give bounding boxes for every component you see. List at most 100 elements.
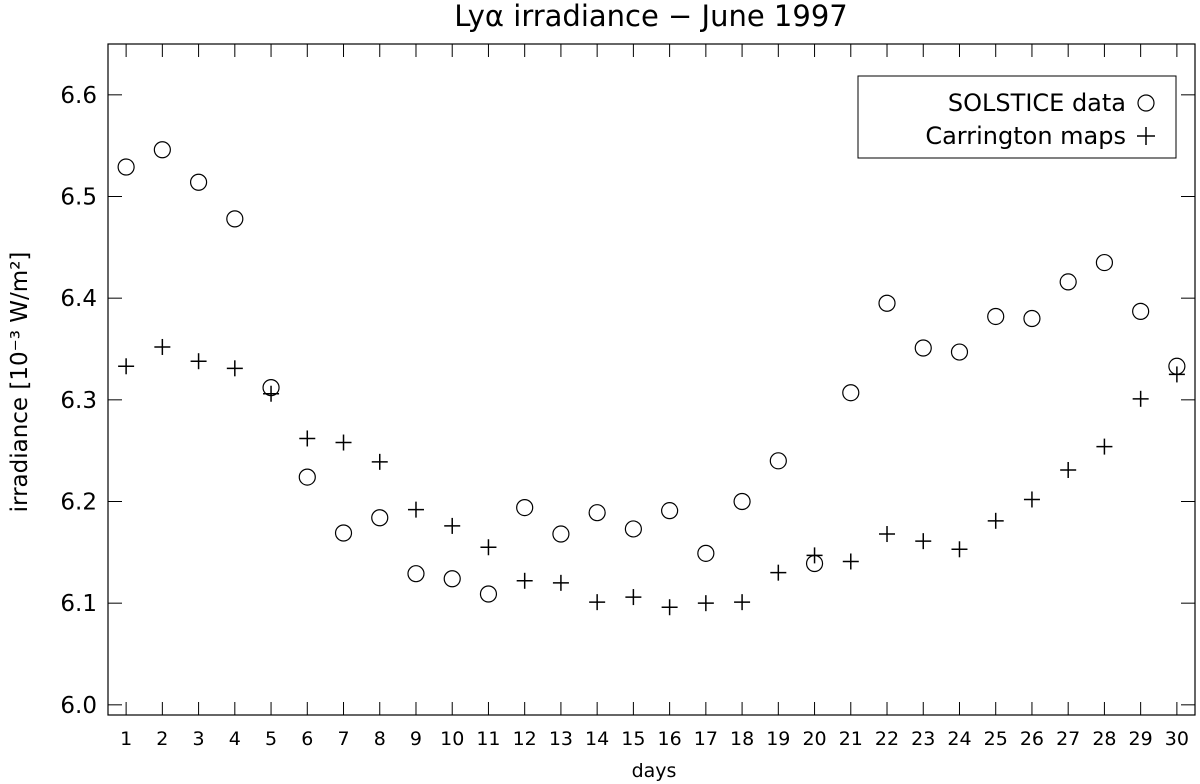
- x-tick-label: 29: [1129, 728, 1153, 750]
- data-point-plus: [1132, 390, 1149, 407]
- x-tick-label: 15: [621, 728, 645, 750]
- data-point-circle: [443, 570, 461, 588]
- x-tick-label: 28: [1092, 728, 1116, 750]
- y-axis-ticks: 6.0 6.1 6.2 6.3 6.4 6.5 6.6: [60, 83, 1195, 719]
- data-point-circle: [987, 307, 1005, 326]
- x-tick-label: 9: [410, 728, 422, 750]
- data-point-plus: [806, 547, 823, 564]
- data-point-circle: [117, 158, 135, 176]
- data-point-plus: [118, 358, 135, 375]
- legend-marker-plus: [1137, 127, 1155, 145]
- data-point-plus: [371, 453, 388, 470]
- data-point-plus: [444, 517, 461, 534]
- data-point-circle: [769, 452, 787, 470]
- series-solstice: [117, 141, 1186, 603]
- x-tick-label: 30: [1165, 728, 1189, 750]
- y-tick-label: 6.4: [60, 286, 97, 312]
- x-tick-label: 18: [730, 728, 754, 750]
- data-point-circle: [1132, 302, 1150, 320]
- data-point-plus: [697, 595, 714, 612]
- data-point-circle: [298, 468, 316, 486]
- data-point-plus: [915, 533, 932, 550]
- data-point-circle: [842, 384, 860, 402]
- x-tick-label: 27: [1056, 728, 1080, 750]
- data-point-circle: [516, 499, 534, 517]
- y-tick-label: 6.0: [60, 693, 97, 719]
- data-point-plus: [263, 385, 280, 402]
- x-tick-label: 17: [694, 728, 718, 750]
- data-point-plus: [951, 541, 968, 558]
- data-point-circle: [1095, 253, 1114, 272]
- data-point-circle: [334, 524, 353, 542]
- x-tick-label: 20: [802, 728, 826, 750]
- data-point-circle: [878, 294, 896, 312]
- data-point-plus: [552, 574, 569, 591]
- data-point-plus: [226, 360, 243, 377]
- data-point-plus: [154, 338, 171, 355]
- data-point-plus: [625, 589, 642, 606]
- data-point-plus: [842, 553, 859, 570]
- x-tick-label: 2: [156, 728, 168, 750]
- x-tick-label: 21: [839, 728, 863, 750]
- data-series: [117, 141, 1186, 616]
- chart-title: Lyα irradiance − June 1997: [454, 0, 847, 33]
- data-point-plus: [770, 564, 787, 581]
- x-tick-label: 8: [374, 728, 386, 750]
- data-point-plus: [879, 526, 896, 543]
- legend-label-carrington: Carrington maps: [925, 122, 1126, 150]
- data-point-circle: [153, 141, 171, 159]
- data-point-circle: [624, 520, 642, 538]
- x-tick-label: 24: [947, 728, 971, 750]
- x-tick-label: 26: [1020, 728, 1044, 750]
- data-point-circle: [479, 585, 498, 603]
- y-tick-label: 6.3: [60, 388, 97, 414]
- data-point-plus: [661, 599, 678, 616]
- legend-box: [857, 75, 1177, 159]
- data-point-circle: [697, 544, 715, 562]
- y-tick-label: 6.6: [60, 83, 97, 109]
- legend-marker-circle: [1137, 94, 1155, 112]
- data-point-plus: [407, 501, 424, 518]
- data-point-circle: [588, 504, 606, 522]
- data-point-plus: [1168, 366, 1185, 383]
- data-point-circle: [1059, 273, 1077, 291]
- x-tick-label: 3: [193, 728, 205, 750]
- series-carrington: [118, 338, 1185, 616]
- data-point-plus: [734, 594, 751, 611]
- data-point-circle: [914, 339, 932, 357]
- data-point-plus: [1023, 491, 1040, 508]
- data-point-circle: [661, 502, 679, 520]
- x-tick-label: 1: [120, 728, 132, 750]
- x-tick-label: 19: [766, 728, 790, 750]
- x-tick-label: 6: [301, 728, 313, 750]
- x-tick-label: 5: [265, 728, 277, 750]
- y-tick-label: 6.1: [60, 591, 97, 617]
- x-tick-label: 12: [513, 728, 537, 750]
- data-point-plus: [987, 512, 1004, 529]
- legend-label-solstice: SOLSTICE data: [948, 89, 1126, 117]
- data-point-plus: [299, 430, 316, 447]
- x-tick-label: 10: [440, 728, 464, 750]
- x-axis-ticks: 1 2 3 4 5 6 7 8 9 10 11 12 13 14 15 16 17 18 19 20 21 22 23 24 2…: [120, 44, 1189, 750]
- y-tick-label: 6.5: [60, 185, 97, 211]
- data-point-plus: [480, 539, 497, 556]
- data-point-plus: [1060, 461, 1077, 478]
- plot-frame: [107, 43, 1196, 716]
- data-point-plus: [190, 353, 207, 370]
- data-point-circle: [226, 210, 244, 228]
- x-tick-label: 16: [658, 728, 682, 750]
- data-point-circle: [733, 492, 751, 511]
- data-point-circle: [407, 565, 425, 583]
- x-tick-label: 11: [476, 728, 500, 750]
- data-point-circle: [189, 173, 208, 191]
- data-point-circle: [1023, 309, 1041, 328]
- data-point-plus: [1096, 438, 1113, 455]
- x-tick-label: 25: [984, 728, 1008, 750]
- x-tick-label: 23: [911, 728, 935, 750]
- x-tick-label: 14: [585, 728, 609, 750]
- data-point-plus: [589, 594, 606, 611]
- x-tick-label: 4: [229, 728, 241, 750]
- x-tick-label: 7: [337, 728, 349, 750]
- data-point-plus: [335, 434, 352, 451]
